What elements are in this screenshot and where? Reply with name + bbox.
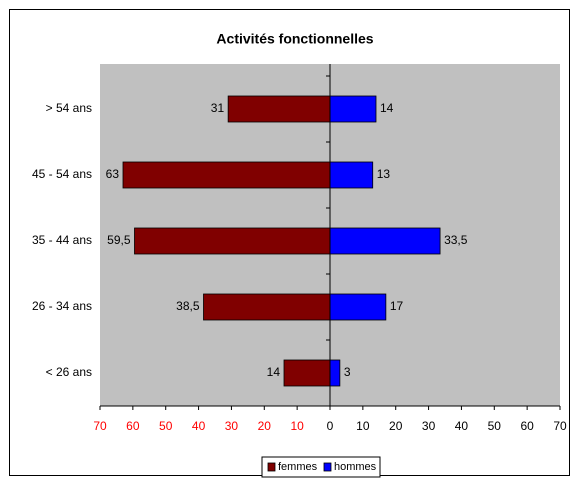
- legend-label: hommes: [334, 461, 377, 473]
- data-label: 38,5: [176, 299, 200, 313]
- x-tick-label: 60: [126, 419, 140, 433]
- data-label: 14: [380, 101, 394, 115]
- bar: [329, 95, 377, 123]
- legend-swatch: [267, 462, 276, 472]
- bar: [329, 359, 341, 387]
- bar: [329, 161, 374, 189]
- bar: [122, 161, 331, 189]
- x-tick-label: 30: [422, 419, 436, 433]
- legend-swatch: [323, 462, 332, 472]
- x-tick-label: 20: [258, 419, 272, 433]
- bar: [203, 293, 331, 321]
- x-tick-label: 40: [192, 419, 206, 433]
- data-label: 14: [267, 365, 281, 379]
- x-tick-label: 70: [93, 419, 107, 433]
- bar: [329, 293, 387, 321]
- bar: [134, 227, 331, 255]
- legend-label: femmes: [278, 461, 318, 473]
- x-tick-label: 70: [553, 419, 567, 433]
- bar: [329, 227, 441, 255]
- x-tick-label: 50: [159, 419, 173, 433]
- legend-box: [261, 456, 381, 478]
- data-label: 31: [211, 101, 225, 115]
- x-tick-label: 0: [327, 419, 334, 433]
- data-label: 13: [377, 167, 391, 181]
- data-label: 63: [106, 167, 120, 181]
- x-tick-label: 60: [520, 419, 534, 433]
- data-label: 59,5: [107, 233, 131, 247]
- x-tick-label: 40: [455, 419, 469, 433]
- x-tick-label: 20: [389, 419, 403, 433]
- bar: [283, 359, 331, 387]
- y-tick-label: 35 - 44 ans: [32, 233, 92, 247]
- x-tick-label: 30: [225, 419, 239, 433]
- chart-title: Activités fonctionnelles: [216, 31, 373, 47]
- x-tick-label: 50: [488, 419, 502, 433]
- data-label: 17: [390, 299, 404, 313]
- y-tick-label: 26 - 34 ans: [32, 299, 92, 313]
- y-tick-label: 45 - 54 ans: [32, 167, 92, 181]
- x-tick-label: 10: [356, 419, 370, 433]
- x-tick-label: 10: [290, 419, 304, 433]
- y-tick-label: < 26 ans: [46, 365, 92, 379]
- y-tick-label: > 54 ans: [46, 101, 92, 115]
- data-label: 3: [344, 365, 351, 379]
- data-label: 33,5: [444, 233, 468, 247]
- bar: [227, 95, 331, 123]
